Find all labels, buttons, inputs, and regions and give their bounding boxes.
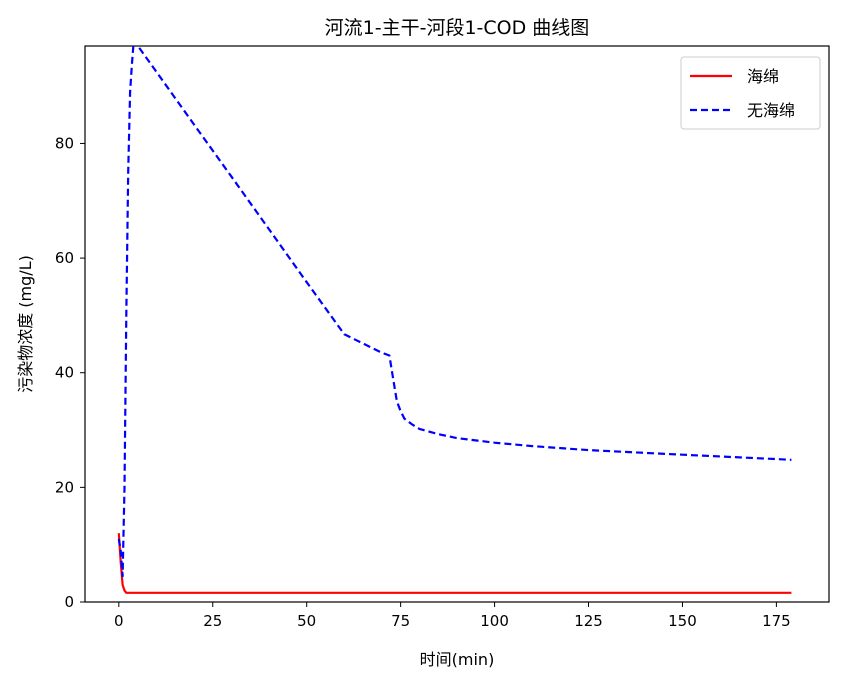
x-axis: 0 25 50 75 100 125 150 175 <box>114 602 791 630</box>
plot-area <box>84 45 830 603</box>
legend-label-1: 无海绵 <box>747 101 795 120</box>
y-tick-label: 40 <box>55 364 74 382</box>
legend-label-0: 海绵 <box>747 67 779 86</box>
y-axis-label: 污染物浓度 (mg/L) <box>16 255 35 393</box>
x-tick-label: 25 <box>203 612 222 630</box>
x-tick-label: 0 <box>114 612 124 630</box>
x-tick-label: 50 <box>297 612 316 630</box>
x-axis-label: 时间(min) <box>420 650 495 669</box>
series-line-1 <box>117 46 792 578</box>
plot-frame <box>84 45 830 603</box>
x-tick-label: 75 <box>391 612 410 630</box>
chart-title: 河流1-主干-河段1-COD 曲线图 <box>325 17 590 39</box>
y-axis: 0 20 40 60 80 <box>55 134 85 611</box>
series-line-0 <box>117 533 792 594</box>
x-tick-label: 125 <box>574 612 603 630</box>
x-tick-label: 100 <box>480 612 509 630</box>
y-tick-label: 20 <box>55 478 74 496</box>
y-tick-label: 0 <box>64 593 74 611</box>
x-tick-label: 175 <box>762 612 791 630</box>
y-tick-label: 80 <box>55 134 74 152</box>
y-tick-label: 60 <box>55 249 74 267</box>
series-layer <box>117 46 792 594</box>
x-tick-label: 150 <box>668 612 697 630</box>
